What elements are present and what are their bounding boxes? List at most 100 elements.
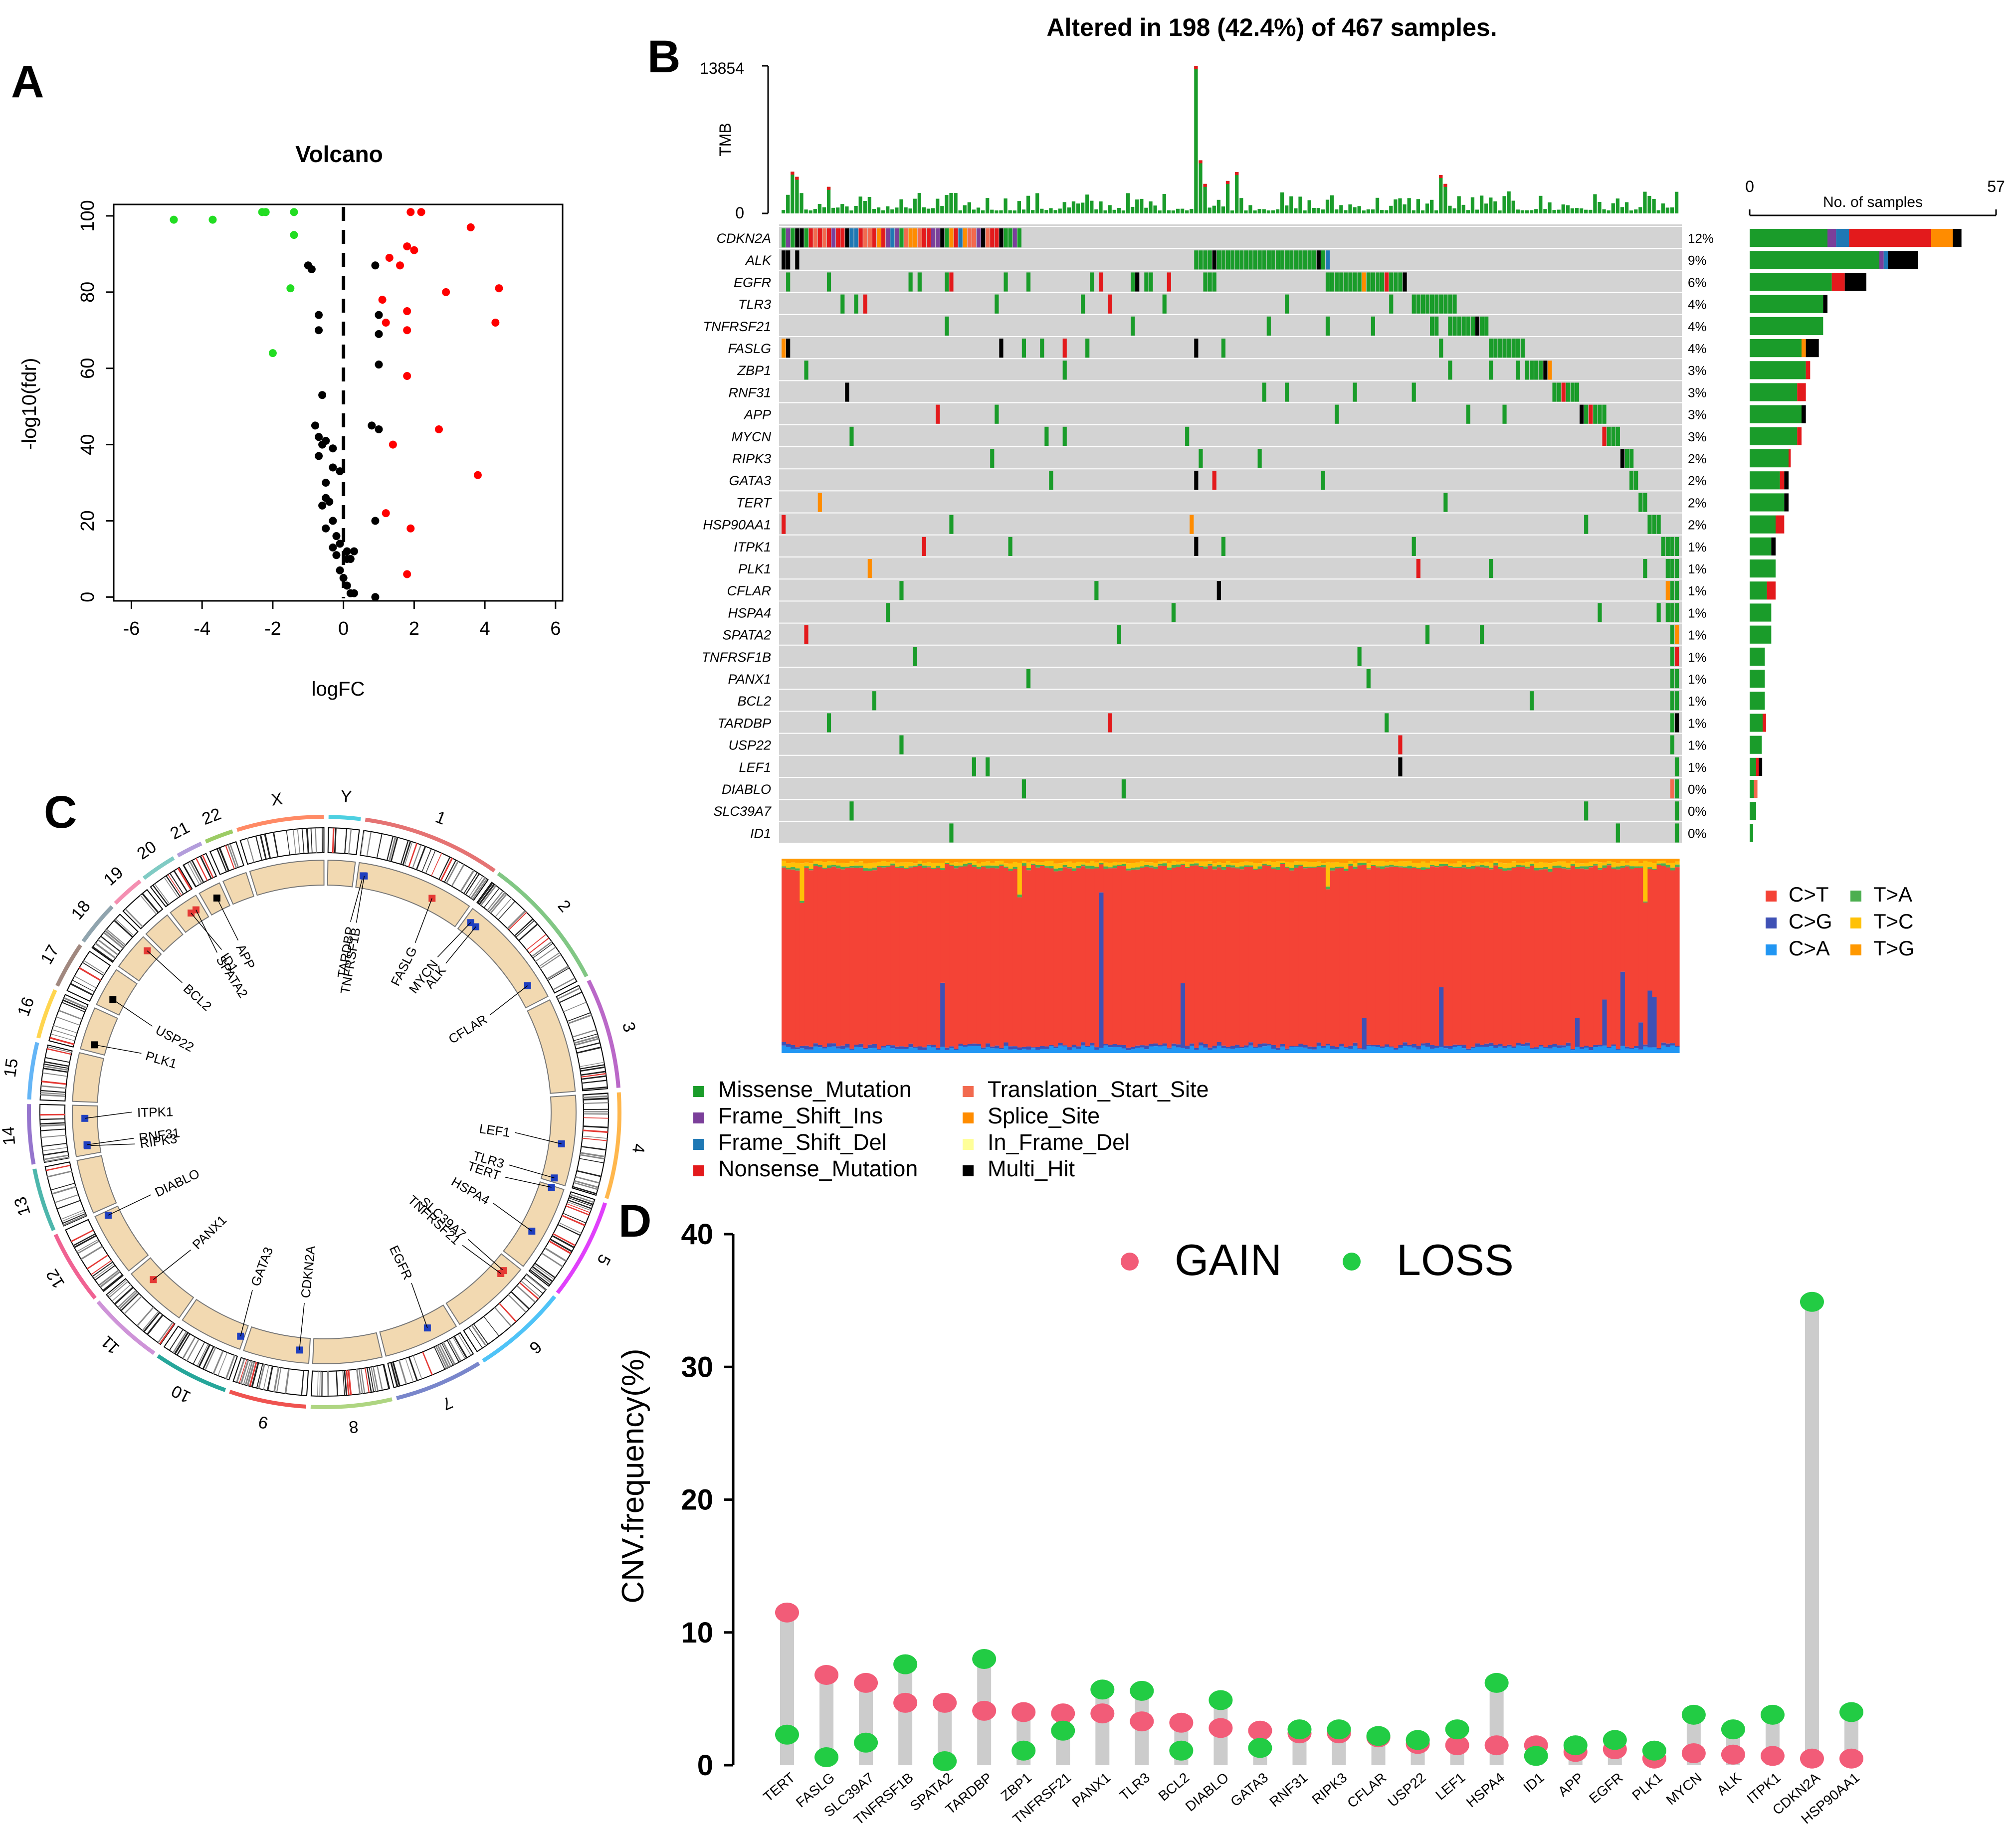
titv-segment: [890, 861, 895, 864]
titv-segment: [1167, 1048, 1172, 1053]
circos-gene-leader: [94, 1044, 142, 1054]
chromosome-band: [433, 1346, 445, 1370]
mutation-cell: [1674, 713, 1679, 733]
chromosome-outer-ring: [26, 1104, 36, 1165]
cnv-loss-point: [814, 1747, 839, 1768]
titv-segment: [1425, 1046, 1430, 1053]
volcano-point-ns: [332, 532, 341, 541]
side-bar-segment: [1784, 493, 1789, 512]
mutation-cell: [1665, 559, 1670, 578]
chromosome-band: [557, 1224, 581, 1236]
tmb-bar: [1221, 206, 1225, 213]
cnv-gain-point: [893, 1692, 918, 1713]
mutation-cell: [1643, 493, 1647, 512]
chromosome-band: [360, 1368, 366, 1394]
titv-segment: [1366, 859, 1372, 864]
mutation-cell: [1480, 316, 1484, 336]
tmb-bar: [1149, 201, 1153, 213]
tmb-bar: [1225, 181, 1230, 213]
tmb-bar-top: [791, 172, 795, 175]
chromosome-band: [43, 1150, 68, 1156]
titv-segment: [1203, 866, 1209, 869]
titv-segment: [1271, 869, 1276, 1045]
gene-percent: 1%: [1688, 694, 1707, 709]
tmb-bar: [1534, 209, 1538, 213]
mutation-cell: [1216, 250, 1221, 270]
chromosome-label: 22: [200, 804, 224, 829]
chromosome-band: [99, 1271, 121, 1288]
chromosome-band: [40, 1128, 66, 1131]
tmb-bar: [963, 205, 967, 213]
chromosome-band: [47, 1046, 72, 1053]
chromosome-band: [451, 864, 465, 887]
tmb-bar: [1607, 210, 1611, 213]
cnv-loss-point: [1681, 1704, 1706, 1725]
chromosome-band: [100, 935, 121, 952]
tmb-bar: [1140, 198, 1144, 213]
titv-segment: [1593, 1045, 1598, 1047]
titv-segment: [945, 1050, 950, 1053]
titv-segment: [1162, 859, 1168, 862]
titv-segment: [1085, 865, 1090, 869]
chromosome-band: [80, 1246, 103, 1260]
titv-segment: [1407, 1045, 1412, 1047]
titv-segment: [1076, 1049, 1081, 1053]
titv-segment: [1394, 1048, 1399, 1050]
titv-segment: [1121, 864, 1127, 867]
chromosome-band: [440, 858, 453, 881]
mutation-cell: [804, 625, 808, 644]
chromosome-ideogram: [209, 841, 244, 876]
chromosome-band: [563, 1213, 587, 1224]
mutation-cell: [1162, 294, 1167, 314]
titv-segment: [1339, 1044, 1344, 1047]
chromosome-band: [193, 1342, 205, 1365]
titv-segment: [1330, 870, 1335, 1046]
titv-segment: [1244, 861, 1249, 866]
titv-segment: [1389, 1046, 1394, 1048]
mutation-cell: [1285, 294, 1289, 314]
mutation-cell: [908, 272, 913, 292]
titv-segment: [1239, 859, 1244, 862]
side-bar-segment: [1750, 581, 1767, 600]
mutation-cell: [1602, 426, 1607, 446]
gene-label: GATA3: [729, 473, 771, 488]
mutation-cell: [1371, 316, 1375, 336]
chromosome-band: [508, 1294, 527, 1313]
titv-segment: [1480, 863, 1485, 865]
chromosome-band: [498, 901, 516, 920]
titv-segment: [1430, 1049, 1435, 1053]
mutation-cell: [1434, 316, 1439, 336]
titv-segment: [1398, 867, 1404, 1045]
titv-segment: [1615, 863, 1621, 867]
cnv-category-label: LEF1: [1432, 1770, 1468, 1803]
titv-segment: [1303, 1045, 1308, 1048]
mutation-cell: [1344, 272, 1348, 292]
titv-segment: [1570, 866, 1576, 1050]
mutation-cell: [1090, 272, 1094, 292]
chromosome-band: [142, 1311, 159, 1331]
titv-segment: [1434, 861, 1439, 866]
titv-segment: [1171, 1046, 1177, 1053]
mutation-cell: [1262, 382, 1266, 402]
chromosome-band: [244, 1361, 253, 1386]
titv-segment: [1289, 868, 1294, 871]
chromosome-band: [372, 1366, 379, 1392]
titv-segment: [1570, 1050, 1576, 1053]
tmb-bar: [1162, 194, 1166, 213]
chromosome-label: 12: [42, 1266, 68, 1291]
titv-segment: [1121, 862, 1127, 864]
titv-segment: [1266, 1044, 1272, 1046]
titv-segment: [1348, 861, 1354, 864]
circos-gene-leader: [437, 922, 471, 957]
volcano-point-ns: [307, 265, 316, 273]
mutation-cell: [1470, 316, 1475, 336]
mutation-cell: [1049, 471, 1053, 490]
chromosome-band: [478, 884, 495, 905]
tmb-bar: [1271, 210, 1275, 213]
titv-segment: [1652, 859, 1657, 863]
titv-segment: [990, 859, 995, 863]
chromosome-band: [539, 952, 560, 967]
chromosome-band: [583, 1095, 608, 1099]
chromosome-band: [50, 1183, 75, 1191]
tmb-bar: [1539, 195, 1543, 213]
